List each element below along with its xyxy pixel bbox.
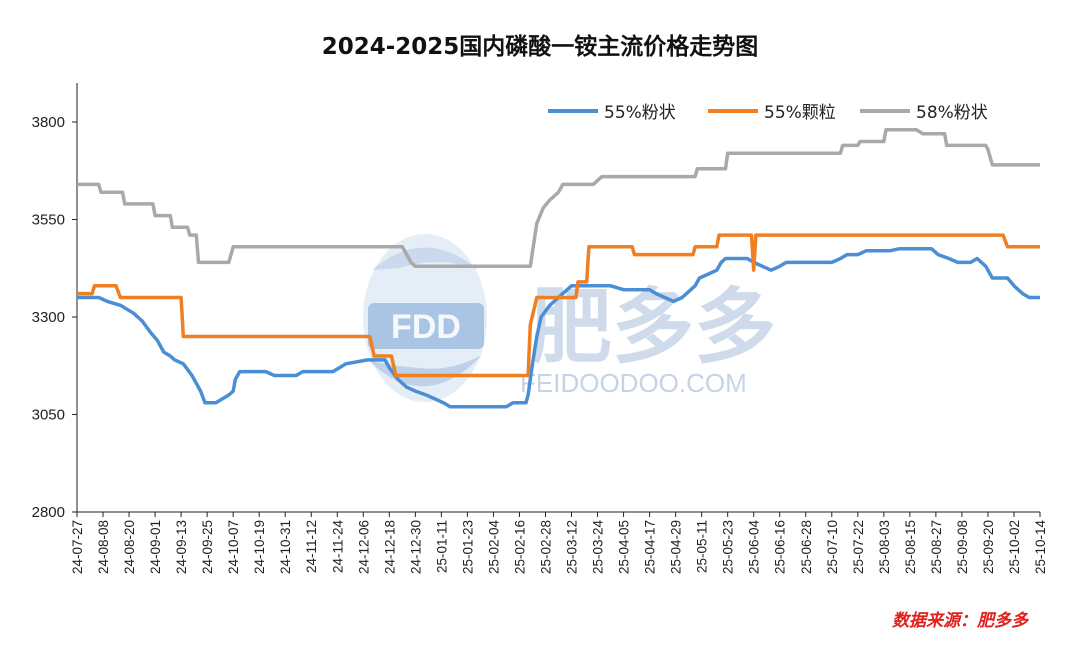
legend-label-55-granule: 55%颗粒 bbox=[764, 103, 836, 123]
x-tick-label: 24-09-01 bbox=[148, 520, 163, 574]
legend: 55%粉状 55%颗粒 58%粉状 bbox=[548, 103, 988, 123]
x-tick-label: 25-08-27 bbox=[929, 520, 944, 574]
x-tick-label: 25-02-04 bbox=[486, 520, 501, 575]
x-tick-label: 25-02-16 bbox=[512, 520, 527, 574]
x-tick-label: 25-04-29 bbox=[669, 520, 684, 574]
y-tick-label: 3050 bbox=[32, 407, 65, 424]
y-tick-label: 3550 bbox=[32, 212, 65, 229]
x-tick-label: 24-09-13 bbox=[174, 520, 189, 574]
x-tick-label: 24-10-07 bbox=[226, 520, 241, 574]
x-ticks: 24-07-27 24-08-08 24-08-20 24-09-01 24-09-13… bbox=[70, 512, 1048, 574]
x-tick-label: 24-11-24 bbox=[330, 520, 345, 574]
x-tick-label: 25-06-04 bbox=[747, 520, 762, 575]
x-tick-label: 24-10-31 bbox=[278, 520, 293, 574]
data-source: 数据来源：肥多多 bbox=[892, 611, 1030, 631]
x-tick-label: 25-10-02 bbox=[1007, 520, 1022, 574]
series-line-55-powder bbox=[77, 247, 1040, 409]
watermark-brand: 肥多多 bbox=[530, 280, 776, 375]
x-tick-label: 25-05-23 bbox=[721, 520, 736, 574]
series-lines bbox=[77, 128, 1040, 409]
x-tick-label: 24-08-20 bbox=[122, 520, 137, 574]
y-tick-label: 3300 bbox=[32, 309, 65, 326]
x-tick-label: 25-01-11 bbox=[434, 520, 449, 573]
y-tick-label: 2800 bbox=[32, 504, 65, 521]
x-tick-label: 25-06-28 bbox=[799, 520, 814, 574]
x-tick-label: 25-09-20 bbox=[981, 520, 996, 574]
watermark-logo-text: FDD bbox=[391, 308, 461, 346]
x-tick-label: 24-11-12 bbox=[304, 520, 319, 573]
x-tick-label: 25-03-12 bbox=[565, 520, 580, 574]
legend-label-58-powder: 58%粉状 bbox=[916, 103, 988, 123]
x-tick-label: 25-10-14 bbox=[1033, 520, 1048, 575]
x-tick-label: 24-07-27 bbox=[70, 520, 85, 574]
x-tick-label: 25-04-05 bbox=[617, 520, 632, 574]
x-tick-label: 24-08-08 bbox=[96, 520, 111, 574]
x-tick-label: 25-07-22 bbox=[851, 520, 866, 574]
x-tick-label: 25-06-16 bbox=[773, 520, 788, 574]
x-tick-label: 25-01-23 bbox=[460, 520, 475, 574]
x-tick-label: 24-12-30 bbox=[408, 520, 423, 574]
chart-title: 2024-2025国内磷酸一铵主流价格走势图 bbox=[322, 33, 759, 60]
x-tick-label: 25-04-17 bbox=[643, 520, 658, 574]
x-tick-label: 25-09-08 bbox=[955, 520, 970, 574]
x-tick-label: 24-12-06 bbox=[356, 520, 371, 574]
x-tick-label: 24-10-19 bbox=[252, 520, 267, 574]
x-tick-label: 25-07-10 bbox=[825, 520, 840, 574]
x-tick-label: 25-02-28 bbox=[538, 520, 553, 574]
legend-label-55-powder: 55%粉状 bbox=[604, 103, 676, 123]
y-tick-label: 3800 bbox=[32, 114, 65, 131]
x-tick-label: 25-03-24 bbox=[591, 520, 606, 575]
x-tick-label: 24-09-25 bbox=[200, 520, 215, 574]
x-tick-label: 24-12-18 bbox=[382, 520, 397, 574]
series-line-58-powder bbox=[77, 128, 1040, 269]
y-ticks: 2800 3050 3300 3550 3800 bbox=[32, 114, 77, 521]
watermark-url: FEIDOODOO.COM bbox=[520, 368, 747, 398]
x-tick-label: 25-05-11 bbox=[695, 520, 710, 573]
x-tick-label: 25-08-15 bbox=[903, 520, 918, 574]
x-tick-label: 25-08-03 bbox=[877, 520, 892, 574]
series-line-55-granule bbox=[77, 233, 1040, 378]
